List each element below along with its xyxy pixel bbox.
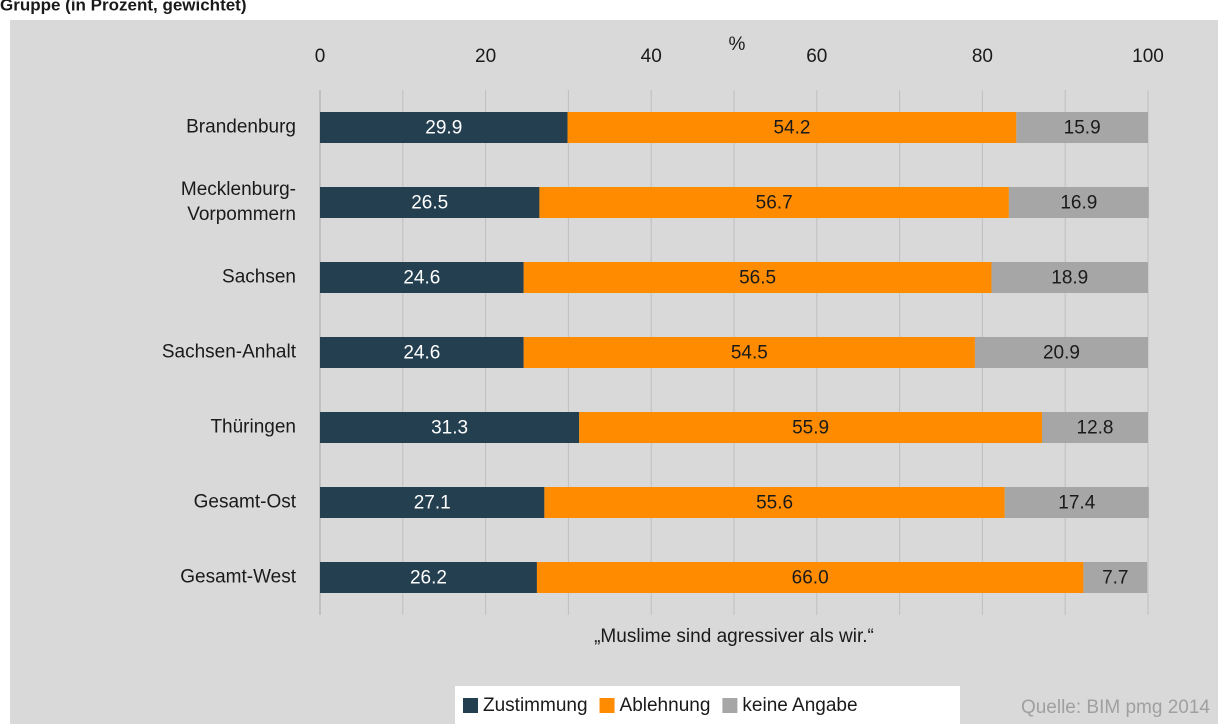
data-label: 31.3 (431, 418, 468, 439)
bar-segment (974, 337, 1148, 368)
data-label: 17.4 (1058, 493, 1095, 514)
x-tick-label: 0 (315, 46, 326, 67)
bar-segment (1008, 187, 1149, 218)
x-tick-label: 100 (1132, 46, 1164, 67)
x-tick-label: 20 (475, 46, 496, 67)
bar-segment (567, 112, 1017, 143)
chart-title: Gruppe (in Prozent, gewichtet) (0, 0, 247, 14)
bar-segment (523, 337, 975, 368)
data-label: 54.5 (731, 343, 768, 364)
data-label: 24.6 (403, 268, 440, 289)
bar-segment (579, 412, 1043, 443)
data-label: 56.5 (739, 268, 776, 289)
data-label: 26.5 (411, 193, 448, 214)
legend-swatch (463, 698, 478, 713)
y-tick-label: Sachsen (222, 267, 296, 288)
y-tick-label: Sachsen-Anhalt (162, 342, 297, 363)
data-label: 18.9 (1051, 268, 1088, 289)
data-label: 27.1 (414, 493, 451, 514)
y-tick-label: Gesamt-West (180, 567, 297, 588)
data-label: 26.2 (410, 568, 447, 589)
data-label: 12.8 (1077, 418, 1114, 439)
data-label: 20.9 (1043, 343, 1080, 364)
bar-segment (1004, 487, 1149, 518)
legend-label: Zustimmung (483, 695, 588, 716)
data-label: 54.2 (773, 118, 810, 139)
legend-swatch (599, 698, 615, 713)
bar-segment (320, 562, 537, 593)
bar-segment (320, 337, 524, 368)
bar-segment (523, 262, 992, 293)
data-label: 24.6 (403, 343, 440, 364)
bar-segment (1016, 112, 1148, 143)
source: Quelle: BIM pmg 2014 (1021, 697, 1210, 718)
x-tick-label: 40 (641, 46, 662, 67)
data-label: 66.0 (792, 568, 829, 589)
bar-segment (320, 187, 540, 218)
bar-segment (1083, 562, 1148, 593)
x-tick-label: 60 (806, 46, 827, 67)
data-label: 56.7 (756, 193, 793, 214)
bar-segment (320, 262, 524, 293)
caption: „Muslime sind agressiver als wir.“ (594, 626, 874, 647)
y-tick-label: Brandenburg (186, 117, 296, 138)
bar-segment (320, 412, 580, 443)
legend-box (455, 686, 960, 724)
bar-segment (544, 487, 1005, 518)
y-tick-label: Gesamt-Ost (194, 492, 297, 513)
bar-segment (320, 487, 545, 518)
data-label: 7.7 (1102, 568, 1128, 589)
y-tick-label: Thüringen (210, 417, 296, 438)
bar-segment (320, 112, 568, 143)
bar-segment (539, 187, 1009, 218)
bar-segment (536, 562, 1084, 593)
data-label: 29.9 (425, 118, 462, 139)
legend-swatch (722, 698, 738, 713)
bar-segment (1042, 412, 1148, 443)
data-label: 16.9 (1060, 193, 1097, 214)
data-label: 55.6 (756, 493, 793, 514)
legend-label: Ablehnung (620, 695, 711, 716)
bar-segment (991, 262, 1148, 293)
legend-label: keine Angabe (742, 695, 857, 716)
y-tick-label: Mecklenburg-Vorpommern (181, 179, 296, 225)
x-tick-label: 80 (972, 46, 993, 67)
data-label: 15.9 (1064, 118, 1101, 139)
data-label: 55.9 (792, 418, 829, 439)
x-axis-label: % (729, 34, 746, 55)
